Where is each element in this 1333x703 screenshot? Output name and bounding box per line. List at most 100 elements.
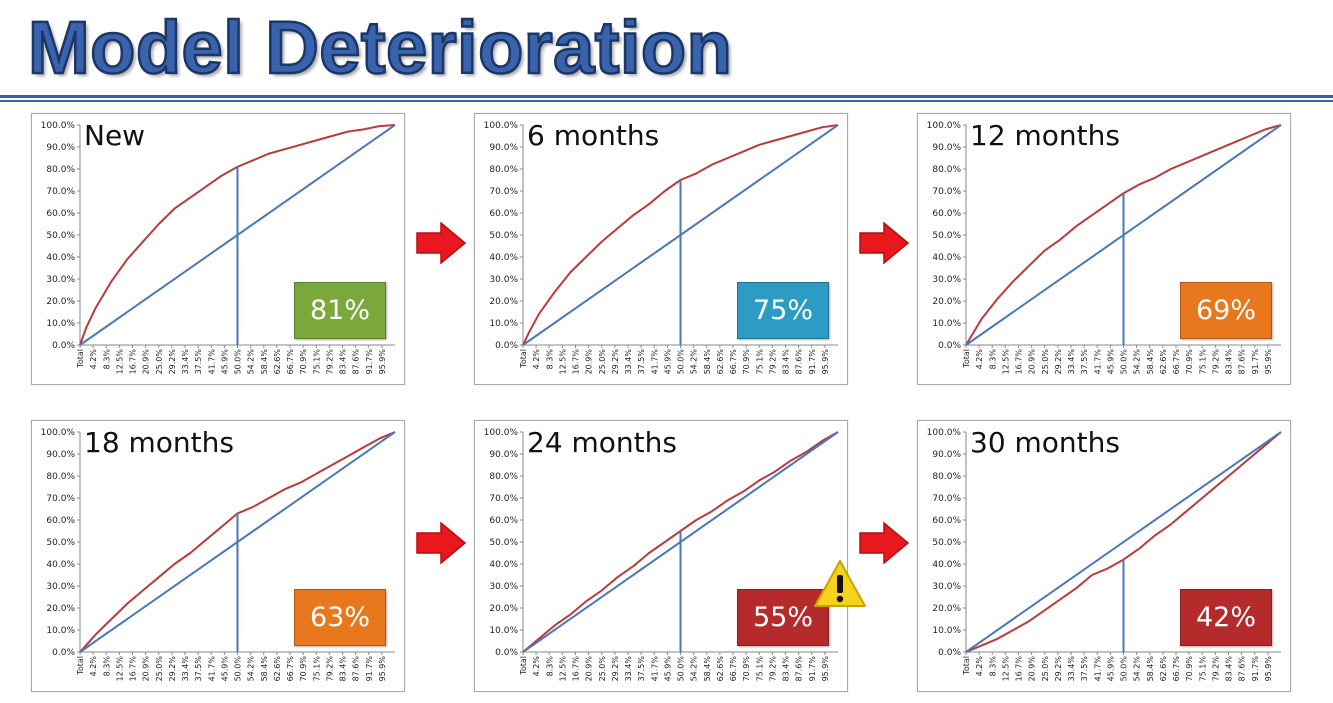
accuracy-badge: 63% <box>294 589 386 646</box>
x-tick-label: 33.4% <box>624 656 633 682</box>
chart-panel-new: 0.0% 10.0% 20.0% 30.0% 40.0% 50.0% 60.0% 70.0% 8… <box>31 113 405 385</box>
x-tick-label: 54.2% <box>1133 656 1142 682</box>
chart-title: 6 months <box>527 119 660 152</box>
x-tick-label: 12.5% <box>115 656 124 682</box>
accuracy-badge: 69% <box>1180 282 1272 339</box>
chart-title: 30 months <box>970 426 1120 459</box>
y-tick-label: 50.0% <box>46 538 75 548</box>
x-tick-label: 79.2% <box>1211 656 1220 682</box>
x-tick-label: 70.9% <box>299 656 308 682</box>
x-tick-label: 62.6% <box>716 349 725 375</box>
x-tick-label: 54.2% <box>690 349 699 375</box>
y-tick-label: 100.0% <box>41 428 76 438</box>
gains-chart-18-months: 0.0% 10.0% 20.0% 30.0% 40.0% 50.0% 60.0% 70.0% 8… <box>41 428 396 682</box>
chart-title: 12 months <box>970 119 1120 152</box>
red-right-arrow-icon <box>859 522 910 564</box>
x-tick-label: 37.5% <box>1080 349 1089 375</box>
y-tick-label: 0.0% <box>938 341 961 351</box>
y-tick-label: 20.0% <box>46 604 75 614</box>
y-tick-label: 10.0% <box>932 319 961 329</box>
x-tick-label: 29.2% <box>611 349 620 375</box>
y-tick-label: 100.0% <box>927 428 962 438</box>
y-tick-label: 20.0% <box>489 297 518 307</box>
y-tick-label: 30.0% <box>932 582 961 592</box>
x-tick-label: 87.6% <box>352 656 361 682</box>
x-tick-label: 4.2% <box>532 349 541 370</box>
x-tick-label: 83.4% <box>782 656 791 682</box>
x-tick-label: Total <box>519 656 528 676</box>
y-tick-label: 60.0% <box>46 209 75 219</box>
x-tick-label: 12.5% <box>115 349 124 375</box>
x-tick-label: 12.5% <box>558 656 567 682</box>
red-right-arrow-icon <box>416 522 467 564</box>
chart-panel-24-months: 0.0% 10.0% 20.0% 30.0% 40.0% 50.0% 60.0% 70.0% 8… <box>474 420 848 692</box>
accuracy-badge: 81% <box>294 282 386 339</box>
y-tick-label: 50.0% <box>489 538 518 548</box>
random-baseline-line <box>965 431 1282 653</box>
x-tick-label: 95.9% <box>1264 656 1273 682</box>
x-tick-label: 25.0% <box>598 349 607 375</box>
y-tick-label: 40.0% <box>489 560 518 570</box>
x-tick-label: 95.9% <box>821 349 830 375</box>
y-tick-label: 90.0% <box>489 450 518 460</box>
x-tick-label: 54.2% <box>690 656 699 682</box>
x-tick-label: 50.0% <box>677 349 686 375</box>
y-tick-label: 80.0% <box>46 165 75 175</box>
y-tick-label: 0.0% <box>938 648 961 658</box>
y-tick-label: 30.0% <box>489 582 518 592</box>
x-tick-label: 50.0% <box>677 656 686 682</box>
x-tick-label: 45.9% <box>220 349 229 375</box>
x-tick-label: 33.4% <box>624 349 633 375</box>
y-tick-label: 20.0% <box>46 297 75 307</box>
y-tick-label: 0.0% <box>52 341 75 351</box>
model-gain-curve <box>79 124 396 346</box>
x-tick-label: 16.7% <box>1015 656 1024 682</box>
y-tick-label: 60.0% <box>489 516 518 526</box>
x-tick-label: 75.1% <box>755 656 764 682</box>
x-tick-label: 62.6% <box>1159 349 1168 375</box>
red-right-arrow-icon <box>416 222 467 264</box>
x-tick-label: 87.6% <box>352 349 361 375</box>
x-tick-label: 75.1% <box>1198 656 1207 682</box>
y-tick-label: 0.0% <box>495 648 518 658</box>
x-tick-label: 29.2% <box>611 656 620 682</box>
x-tick-label: 79.2% <box>325 349 334 375</box>
x-tick-label: 58.4% <box>260 656 269 682</box>
x-tick-label: 45.9% <box>663 656 672 682</box>
x-tick-label: Total <box>76 349 85 369</box>
y-tick-label: 50.0% <box>932 538 961 548</box>
x-tick-label: 70.9% <box>299 349 308 375</box>
y-tick-label: 40.0% <box>932 560 961 570</box>
y-tick-label: 10.0% <box>932 626 961 636</box>
y-tick-label: 70.0% <box>46 187 75 197</box>
x-tick-label: 50.0% <box>234 349 243 375</box>
x-tick-label: 37.5% <box>637 349 646 375</box>
x-tick-label: 12.5% <box>1001 349 1010 375</box>
x-tick-label: 29.2% <box>1054 656 1063 682</box>
x-tick-label: 37.5% <box>1080 656 1089 682</box>
x-tick-label: 20.9% <box>1028 656 1037 682</box>
x-tick-label: 8.3% <box>988 349 997 370</box>
x-tick-label: 29.2% <box>168 349 177 375</box>
title-rule-bottom <box>0 100 1333 102</box>
y-tick-label: 60.0% <box>932 516 961 526</box>
x-tick-label: 70.9% <box>1185 656 1194 682</box>
x-tick-label: 75.1% <box>312 349 321 375</box>
y-tick-label: 40.0% <box>489 253 518 263</box>
x-tick-label: Total <box>962 656 971 676</box>
y-tick-label: 80.0% <box>932 472 961 482</box>
y-tick-label: 10.0% <box>46 626 75 636</box>
y-tick-label: 30.0% <box>46 582 75 592</box>
x-tick-label: 50.0% <box>1120 349 1129 375</box>
y-tick-label: 100.0% <box>484 428 519 438</box>
x-tick-label: 50.0% <box>1120 656 1129 682</box>
y-tick-label: 40.0% <box>932 253 961 263</box>
x-tick-label: 91.7% <box>365 349 374 375</box>
x-tick-label: 45.9% <box>663 349 672 375</box>
x-tick-label: 58.4% <box>1146 656 1155 682</box>
x-tick-label: 91.7% <box>1251 349 1260 375</box>
y-tick-label: 10.0% <box>489 626 518 636</box>
x-tick-label: 66.7% <box>729 349 738 375</box>
x-tick-label: 91.7% <box>808 349 817 375</box>
x-tick-label: 54.2% <box>247 349 256 375</box>
